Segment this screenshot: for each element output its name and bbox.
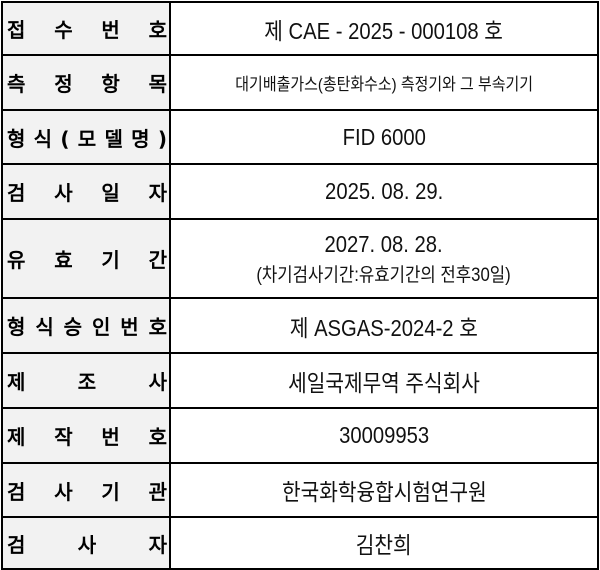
row-type-approval-number: 형 식 승 인 번 호 제 ASGAS-2024-2 호: [1, 297, 599, 354]
value: 제 CAE - 2025 - 000108 호: [264, 17, 504, 44]
label: 형 식 ( 모 델 명 ): [1, 109, 171, 165]
label: 측 정 항 목: [1, 54, 171, 111]
row-inspection-date: 검 사 일 자 2025. 08. 29.: [1, 163, 599, 220]
value: 한국화학융합시험연구원: [281, 479, 487, 505]
value: 2025. 08. 29.: [324, 178, 444, 204]
value: 김찬희: [356, 532, 412, 558]
label: 제 조 사: [1, 352, 171, 409]
label: 형 식 승 인 번 호: [1, 297, 171, 354]
row-receipt-number: 접 수 번 호 제 CAE - 2025 - 000108 호: [1, 1, 599, 56]
row-validity-period: 유 효 기 간 2027. 08. 28. (차기검사기간:유효기간의 전후30…: [1, 218, 599, 299]
label: 접 수 번 호: [1, 1, 171, 56]
value: 세일국제무역 주식회사: [288, 369, 480, 396]
label: 검 사 기 관: [1, 462, 171, 518]
row-serial-number: 제 작 번 호 30009953: [1, 407, 599, 464]
row-measurement-item: 측 정 항 목 대기배출가스(총탄화수소) 측정기와 그 부속기기: [1, 54, 599, 111]
label: 검 사 일 자: [1, 163, 171, 220]
row-manufacturer: 제 조 사 세일국제무역 주식회사: [1, 352, 599, 409]
row-inspector: 검 사 자 김찬희: [1, 516, 599, 570]
value: 대기배출가스(총탄화수소) 측정기와 그 부속기기: [235, 75, 533, 94]
row-inspection-agency: 검 사 기 관 한국화학융합시험연구원: [1, 462, 599, 518]
row-model: 형 식 ( 모 델 명 ) FID 6000: [1, 109, 599, 165]
value: FID 6000: [342, 123, 426, 150]
value: 30009953: [338, 422, 430, 448]
label: 검 사 자: [1, 516, 171, 570]
label: 유 효 기 간: [1, 218, 171, 299]
value: 2027. 08. 28.: [324, 230, 444, 257]
note: (차기검사기간:유효기간의 전후30일): [256, 264, 512, 286]
value: 제 ASGAS-2024-2 호: [289, 314, 478, 341]
label: 제 작 번 호: [1, 407, 171, 464]
